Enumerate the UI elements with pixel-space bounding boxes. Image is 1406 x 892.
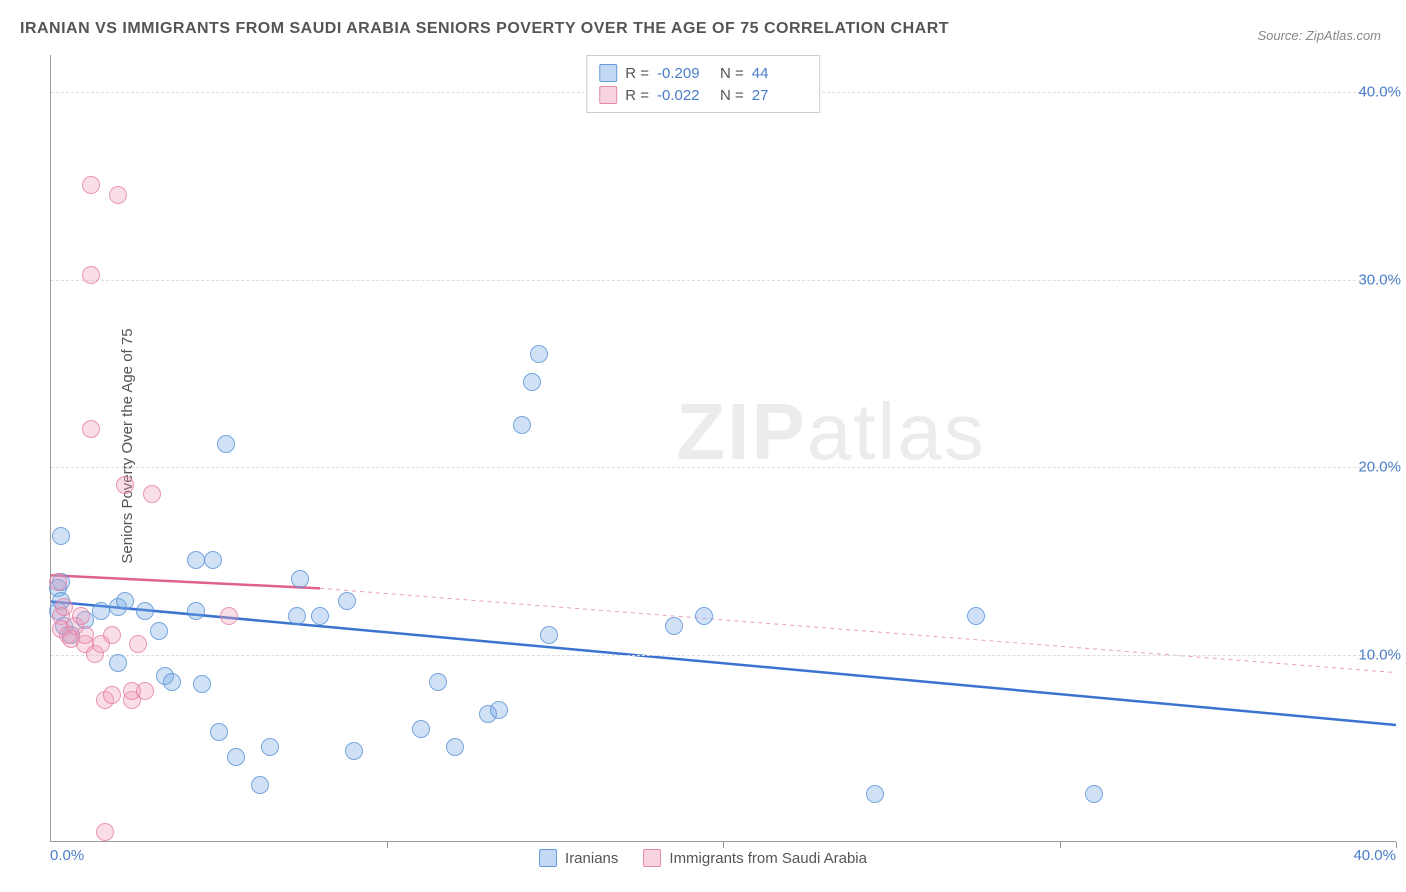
plot-area: ZIPatlas: [50, 55, 1396, 842]
data-point: [193, 675, 211, 693]
trend-lines: [51, 55, 1396, 841]
gridline: [51, 655, 1396, 656]
data-point: [116, 476, 134, 494]
data-point: [523, 373, 541, 391]
data-point: [116, 592, 134, 610]
x-tick-mark: [723, 842, 724, 848]
data-point: [1085, 785, 1103, 803]
source-label: Source: ZipAtlas.com: [1257, 28, 1381, 43]
data-point: [429, 673, 447, 691]
data-point: [217, 435, 235, 453]
data-point: [338, 592, 356, 610]
r-label: R =: [625, 65, 649, 82]
data-point: [695, 607, 713, 625]
correlation-legend: R = -0.209 N = 44 R = -0.022 N = 27: [586, 55, 820, 113]
r-value-1: -0.209: [657, 65, 712, 82]
x-tick-mark: [387, 842, 388, 848]
data-point: [129, 635, 147, 653]
n-value-1: 44: [752, 65, 807, 82]
data-point: [92, 602, 110, 620]
watermark-bold: ZIP: [676, 387, 806, 476]
data-point: [967, 607, 985, 625]
data-point: [220, 607, 238, 625]
r-label: R =: [625, 87, 649, 104]
legend-row-1: R = -0.209 N = 44: [599, 62, 807, 84]
n-label: N =: [720, 87, 744, 104]
data-point: [490, 701, 508, 719]
legend-label-1: Iranians: [565, 850, 618, 867]
watermark-rest: atlas: [807, 387, 986, 476]
data-point: [288, 607, 306, 625]
series-legend: Iranians Immigrants from Saudi Arabia: [539, 849, 867, 867]
n-label: N =: [720, 65, 744, 82]
data-point: [103, 626, 121, 644]
data-point: [227, 748, 245, 766]
legend-row-2: R = -0.022 N = 27: [599, 84, 807, 106]
trend-line: [51, 575, 320, 588]
y-tick-label: 40.0%: [1358, 84, 1401, 101]
data-point: [204, 551, 222, 569]
n-value-2: 27: [752, 87, 807, 104]
data-point: [82, 420, 100, 438]
chart-title: IRANIAN VS IMMIGRANTS FROM SAUDI ARABIA …: [20, 20, 949, 38]
swatch-blue: [599, 64, 617, 82]
x-tick-mark: [1396, 842, 1397, 848]
swatch-pink: [599, 86, 617, 104]
data-point: [55, 598, 73, 616]
data-point: [291, 570, 309, 588]
data-point: [143, 485, 161, 503]
data-point: [446, 738, 464, 756]
data-point: [866, 785, 884, 803]
data-point: [109, 654, 127, 672]
trend-line: [320, 588, 1396, 672]
data-point: [136, 602, 154, 620]
data-point: [311, 607, 329, 625]
data-point: [187, 602, 205, 620]
r-value-2: -0.022: [657, 87, 712, 104]
data-point: [251, 776, 269, 794]
data-point: [412, 720, 430, 738]
legend-item-2: Immigrants from Saudi Arabia: [643, 849, 867, 867]
data-point: [109, 186, 127, 204]
swatch-pink: [643, 849, 661, 867]
gridline: [51, 280, 1396, 281]
data-point: [210, 723, 228, 741]
data-point: [72, 607, 90, 625]
data-point: [52, 527, 70, 545]
data-point: [82, 176, 100, 194]
trend-line: [51, 601, 1396, 725]
data-point: [76, 626, 94, 644]
watermark: ZIPatlas: [676, 386, 985, 478]
swatch-blue: [539, 849, 557, 867]
legend-item-1: Iranians: [539, 849, 618, 867]
data-point: [163, 673, 181, 691]
data-point: [345, 742, 363, 760]
data-point: [530, 345, 548, 363]
gridline: [51, 467, 1396, 468]
data-point: [187, 551, 205, 569]
legend-label-2: Immigrants from Saudi Arabia: [669, 850, 867, 867]
x-tick-label: 40.0%: [1353, 847, 1396, 864]
data-point: [103, 686, 121, 704]
data-point: [150, 622, 168, 640]
y-tick-label: 10.0%: [1358, 646, 1401, 663]
data-point: [49, 573, 67, 591]
x-tick-label: 0.0%: [50, 847, 84, 864]
data-point: [96, 823, 114, 841]
data-point: [513, 416, 531, 434]
y-tick-label: 20.0%: [1358, 459, 1401, 476]
data-point: [261, 738, 279, 756]
data-point: [540, 626, 558, 644]
y-tick-label: 30.0%: [1358, 271, 1401, 288]
data-point: [665, 617, 683, 635]
x-tick-mark: [1060, 842, 1061, 848]
data-point: [82, 266, 100, 284]
data-point: [136, 682, 154, 700]
